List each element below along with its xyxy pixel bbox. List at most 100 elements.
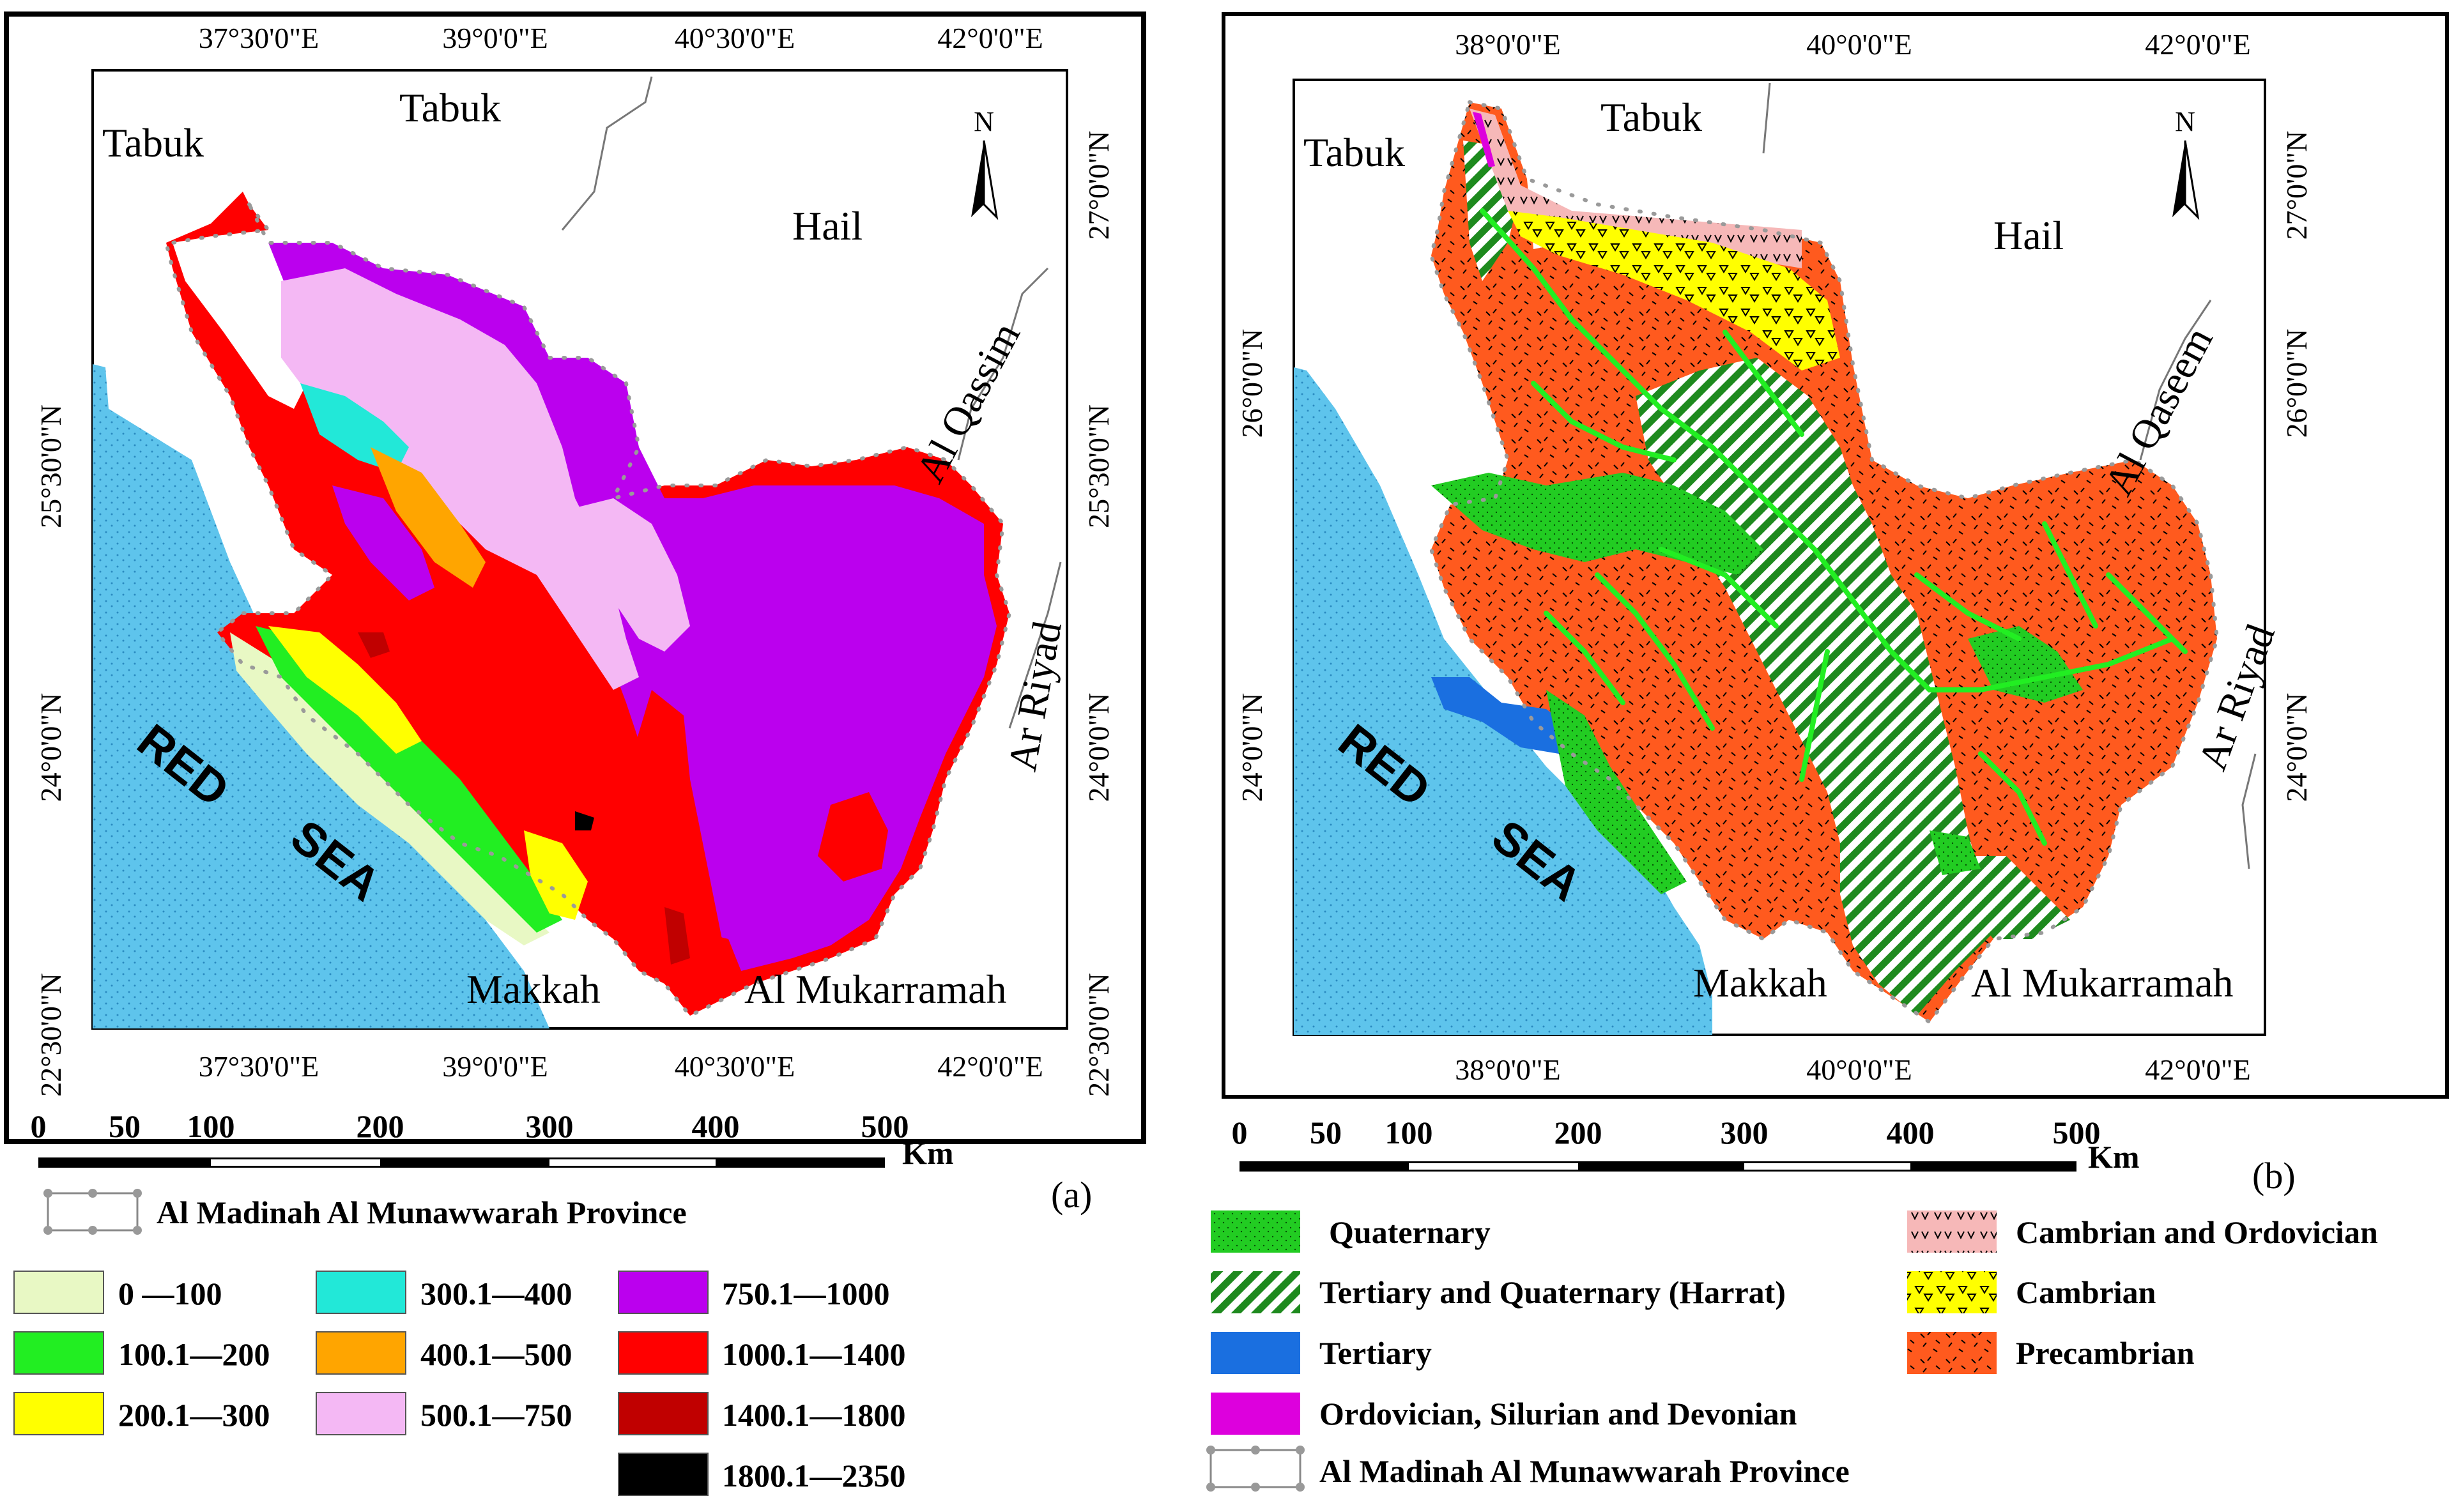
legend-label: Precambrian <box>2016 1335 2195 1371</box>
legend-swatch <box>618 1271 709 1314</box>
map-a-legend: Al Madinah Al Munawwarah Province 0 —100… <box>13 1189 906 1496</box>
scale-tick-label: 400 <box>692 1108 740 1144</box>
legend-label: 0 —100 <box>118 1276 222 1311</box>
scale-tick-label: 50 <box>109 1108 141 1144</box>
map-b-bottom-lon-label: 38°0'0"E <box>1455 1053 1561 1086</box>
scale-tick-label: 100 <box>187 1108 235 1144</box>
map-a-bottom-lon-label: 39°0'0"E <box>442 1050 548 1083</box>
map-a-place-tabuk-outer: Tabuk <box>102 120 204 165</box>
map-b-province-legend-label: Al Madinah Al Munawwarah Province <box>1319 1453 1850 1489</box>
map-a-bottom-lon-label: 40°30'0"E <box>675 1050 795 1083</box>
legend-label: 1800.1—2350 <box>722 1458 906 1493</box>
map-b-legend: Quaternary Tertiary and Quaternary (Harr… <box>1206 1210 2378 1492</box>
legend-swatch <box>618 1331 709 1375</box>
map-a-top-lon-label: 42°0'0"E <box>937 22 1043 54</box>
map-b-geology-province <box>1429 100 2220 1025</box>
map-a-left-lat-label: 25°30'0"N <box>35 404 67 528</box>
map-b-bottom-lon-label: 42°0'0"E <box>2145 1053 2251 1086</box>
map-b-outer-frame <box>1222 12 2449 1099</box>
map-a-place-makkah: Makkah <box>466 966 601 1012</box>
map-b-province-legend-symbol <box>1206 1446 1305 1492</box>
map-a-scale-unit: Km <box>902 1135 954 1171</box>
legend-swatch <box>1211 1332 1300 1374</box>
legend-label: Tertiary and Quaternary (Harrat) <box>1319 1274 1786 1310</box>
legend-swatch <box>316 1392 406 1435</box>
map-a-top-lon-label: 39°0'0"E <box>442 22 548 54</box>
legend-label: 200.1—300 <box>118 1397 270 1433</box>
map-a-province-legend-symbol <box>43 1189 142 1235</box>
map-a-outer-frame <box>4 11 1146 1144</box>
scale-tick-label: 0 <box>1232 1115 1248 1150</box>
legend-label: 500.1—750 <box>420 1397 572 1433</box>
map-a-left-lat-label: 22°30'0"N <box>35 973 67 1097</box>
legend-swatch <box>1211 1271 1300 1313</box>
legend-swatch <box>13 1392 104 1435</box>
legend-label: Quaternary <box>1329 1214 1491 1250</box>
legend-label: 300.1—400 <box>420 1276 572 1311</box>
map-b-left-lat-label: 24°0'0"N <box>1236 693 1268 802</box>
map-b-right-lat-label: 26°0'0"N <box>2280 329 2313 438</box>
map-a-left-lat-label: 24°0'0"N <box>35 693 67 802</box>
legend-swatch <box>618 1453 709 1496</box>
map-b-north-arrow: N <box>2172 106 2200 220</box>
map-a: N 37°30'0"E 39°0'0"E 40°30'0"E 42°0'0"E … <box>4 11 1146 1496</box>
map-a-top-lon-label: 37°30'0"E <box>199 22 319 54</box>
map-a-neighbour-boundary <box>561 76 1062 729</box>
scale-tick-label: 500 <box>2053 1115 2101 1150</box>
scale-tick-label: 300 <box>526 1108 574 1144</box>
legend-label: 100.1—200 <box>118 1336 270 1372</box>
map-b-scale-bar: 0 50 100 200 300 400 500 Km <box>1232 1115 2140 1175</box>
map-b-drainage-network <box>1480 208 2188 846</box>
map-b-scale-unit: Km <box>2088 1139 2140 1175</box>
map-b-top-lon-label: 38°0'0"E <box>1455 28 1561 61</box>
scale-tick-label: 200 <box>1554 1115 1602 1150</box>
legend-swatch <box>1907 1271 1997 1313</box>
legend-swatch <box>1907 1210 1997 1253</box>
map-b-right-lat-label: 24°0'0"N <box>2280 693 2313 802</box>
legend-label: 400.1—500 <box>420 1336 572 1372</box>
legend-label: Ordovician, Silurian and Devonian <box>1319 1396 1797 1432</box>
map-a-place-tabuk-inner: Tabuk <box>399 85 501 130</box>
map-b-top-lon-label: 42°0'0"E <box>2145 28 2251 61</box>
map-b-bottom-lon-label: 40°0'0"E <box>1806 1053 1912 1086</box>
scale-tick-label: 300 <box>1721 1115 1769 1150</box>
legend-label: Cambrian <box>2016 1274 2156 1310</box>
legend-label: 750.1—1000 <box>722 1276 890 1311</box>
map-a-panel-label: (a) <box>1051 1174 1092 1216</box>
map-a-province-legend-label: Al Madinah Al Munawwarah Province <box>157 1195 687 1230</box>
map-b-red-sea <box>1294 367 1712 1035</box>
map-a-right-lat-label: 24°0'0"N <box>1082 693 1115 802</box>
legend-swatch <box>1907 1332 1997 1374</box>
scale-tick-label: 400 <box>1887 1115 1935 1150</box>
legend-swatch <box>618 1392 709 1435</box>
scale-tick-label: 100 <box>1385 1115 1433 1150</box>
map-a-right-lat-label: 25°30'0"N <box>1082 404 1115 528</box>
map-b-north-label: N <box>2175 106 2195 137</box>
scale-tick-label: 500 <box>861 1108 909 1144</box>
map-b-panel-label: (b) <box>2252 1155 2296 1196</box>
map-a-place-mukarramah: Al Mukarramah <box>744 966 1007 1012</box>
legend-swatch <box>1211 1393 1300 1435</box>
map-a-bottom-lon-label: 37°30'0"E <box>199 1050 319 1083</box>
map-a-province-boundary <box>164 203 1012 1018</box>
map-b-left-lat-label: 26°0'0"N <box>1236 329 1268 438</box>
legend-swatch <box>1211 1210 1300 1253</box>
scale-tick-label: 0 <box>31 1108 47 1144</box>
map-b-province-boundary <box>1429 100 2220 1025</box>
map-a-place-hail: Hail <box>792 203 863 248</box>
map-b-place-makkah: Makkah <box>1693 960 1827 1005</box>
legend-swatch <box>13 1331 104 1375</box>
legend-swatch <box>316 1331 406 1375</box>
map-b-right-lat-label: 27°0'0"N <box>2280 131 2313 240</box>
legend-label: Cambrian and Ordovician <box>2016 1214 2378 1250</box>
map-b-place-tabuk-outer: Tabuk <box>1303 130 1405 175</box>
map-b-place-hail: Hail <box>1993 213 2064 258</box>
legend-label: Tertiary <box>1319 1335 1432 1371</box>
legend-swatch <box>13 1271 104 1314</box>
map-a-north-arrow: N <box>971 106 999 220</box>
legend-label: 1400.1—1800 <box>722 1397 906 1433</box>
legend-swatch <box>316 1271 406 1314</box>
scale-tick-label: 50 <box>1310 1115 1342 1150</box>
map-b-place-mukarramah: Al Mukarramah <box>1971 960 2234 1005</box>
map-a-right-lat-label: 22°30'0"N <box>1082 973 1115 1097</box>
